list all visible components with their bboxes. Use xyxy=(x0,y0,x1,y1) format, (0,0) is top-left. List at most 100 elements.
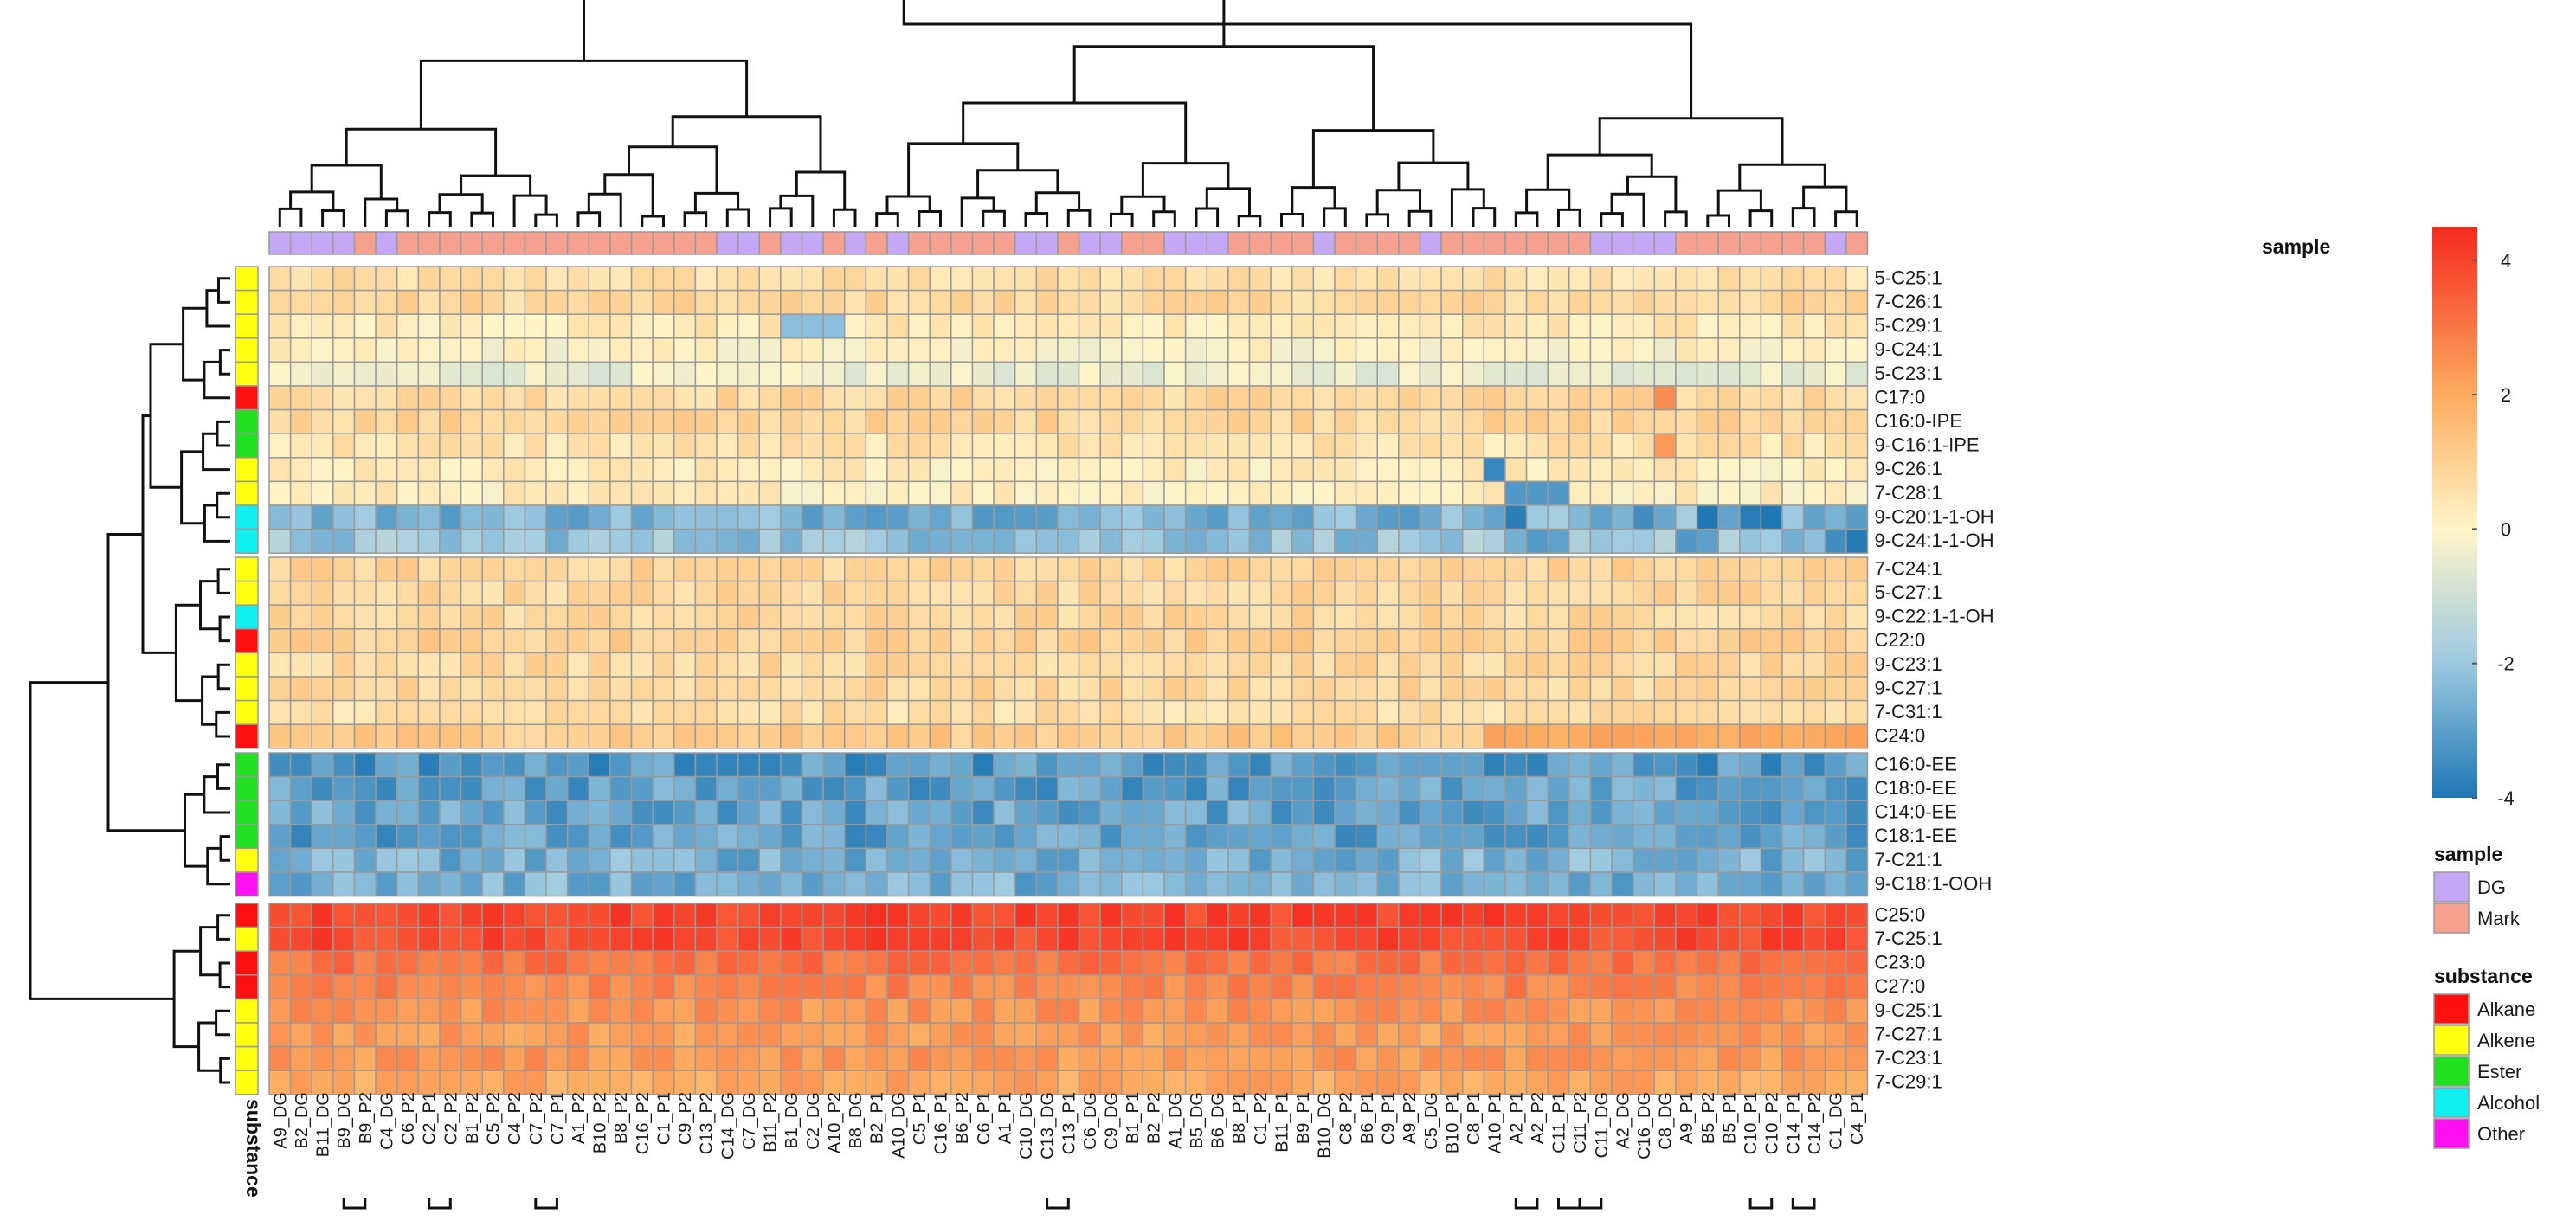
heatmap-cell xyxy=(1035,433,1059,459)
heatmap-cell xyxy=(396,337,420,363)
heatmap-cell xyxy=(417,950,441,976)
heatmap-cell xyxy=(1461,433,1485,459)
heatmap-cell xyxy=(353,676,377,702)
heatmap-cell xyxy=(1312,580,1336,606)
heatmap-cell xyxy=(758,950,782,976)
heatmap-cell xyxy=(1760,800,1783,825)
heatmap-cell xyxy=(1376,903,1400,928)
heatmap-cell xyxy=(332,950,356,976)
heatmap-cell xyxy=(1057,974,1080,1000)
heatmap-cell xyxy=(545,556,569,582)
heatmap-cell xyxy=(311,337,334,363)
heatmap-cell xyxy=(1504,289,1528,315)
heatmap-cell xyxy=(1376,313,1400,339)
row-label: 9-C26:1 xyxy=(1875,458,1942,479)
heatmap-cell xyxy=(609,775,633,801)
heatmap-cell xyxy=(1078,556,1101,582)
heatmap-cell xyxy=(886,800,910,825)
heatmap-cell xyxy=(481,824,505,850)
heatmap-cell xyxy=(1504,699,1528,725)
heatmap-cell xyxy=(1419,800,1442,825)
heatmap-cell xyxy=(1376,1070,1400,1095)
heatmap-cell xyxy=(1675,871,1698,897)
heatmap-cell xyxy=(1014,699,1038,725)
row-label: 7-C23:1 xyxy=(1875,1047,1942,1069)
heatmap-cell xyxy=(1547,480,1570,506)
heatmap-cell xyxy=(1184,433,1208,459)
heatmap-cell xyxy=(1035,652,1059,678)
column-label: B9_P2 xyxy=(357,1092,376,1144)
heatmap-cell xyxy=(332,871,356,897)
heatmap-cell xyxy=(1845,775,1869,801)
heatmap-cell xyxy=(375,824,398,850)
heatmap-cell xyxy=(971,950,995,976)
heatmap-cell xyxy=(1184,266,1208,292)
heatmap-cell xyxy=(801,824,824,850)
heatmap-cell xyxy=(1675,480,1698,506)
heatmap-cell xyxy=(1184,385,1208,411)
heatmap-cell xyxy=(993,723,1016,749)
dendrogram-branch xyxy=(106,533,185,832)
heatmap-cell xyxy=(588,652,611,678)
sample-annotation-cell xyxy=(758,231,782,255)
heatmap-cell xyxy=(630,752,654,778)
dendrogram-branch xyxy=(219,835,230,862)
heatmap-cell xyxy=(588,926,611,952)
column-label: B1_P2 xyxy=(463,1092,482,1144)
heatmap-cell xyxy=(1717,1045,1741,1071)
heatmap-cell xyxy=(609,337,633,363)
heatmap-cell xyxy=(311,628,334,654)
heatmap-cell xyxy=(1632,699,1656,725)
heatmap-cell xyxy=(907,457,931,483)
heatmap-cell xyxy=(1760,903,1783,928)
heatmap-cell xyxy=(1078,1022,1101,1048)
heatmap-cell xyxy=(1760,871,1783,897)
heatmap-cell xyxy=(332,433,356,459)
heatmap-cell xyxy=(630,998,654,1024)
heatmap-cell xyxy=(1312,926,1336,952)
dendrogram-branch xyxy=(1110,212,1134,227)
column-label: C4_P2 xyxy=(506,1092,525,1145)
heatmap-cell xyxy=(503,926,526,952)
heatmap-cell xyxy=(1142,313,1165,339)
heatmap-cell xyxy=(801,775,824,801)
heatmap-cell xyxy=(1312,337,1336,363)
heatmap-cell xyxy=(1824,528,1847,554)
heatmap-cell xyxy=(1632,433,1656,459)
heatmap-cell xyxy=(375,652,398,678)
heatmap-cell xyxy=(1653,1070,1677,1095)
heatmap-cell xyxy=(588,408,611,434)
heatmap-cell xyxy=(886,652,910,678)
heatmap-cell xyxy=(1355,580,1378,606)
heatmap-cell xyxy=(545,652,569,678)
heatmap-cell xyxy=(1440,1045,1464,1071)
column-label: C10_DG xyxy=(1017,1092,1036,1160)
heatmap-cell xyxy=(950,998,974,1024)
heatmap-cell xyxy=(1461,337,1485,363)
row-label: C17:0 xyxy=(1875,386,1926,408)
heatmap-cell xyxy=(1611,556,1634,582)
sample-annotation-cell xyxy=(353,231,377,255)
heatmap-cell xyxy=(524,480,547,506)
heatmap-cell xyxy=(1334,313,1357,339)
heatmap-cell xyxy=(1419,313,1442,339)
substance-annotation-cell xyxy=(235,950,259,976)
heatmap-cell xyxy=(1802,361,1826,387)
heatmap-cell xyxy=(1142,998,1165,1024)
heatmap-cell xyxy=(1355,699,1378,725)
heatmap-cell xyxy=(950,1045,974,1071)
heatmap-cell xyxy=(1078,361,1101,387)
heatmap-cell xyxy=(1398,337,1421,363)
sample-annotation-cell xyxy=(1163,231,1187,255)
label-bracket xyxy=(1578,1198,1603,1210)
heatmap-cell xyxy=(1675,457,1698,483)
heatmap-cell xyxy=(1802,504,1826,530)
heatmap-cell xyxy=(439,408,462,434)
substance-annotation-cell xyxy=(235,1045,259,1071)
heatmap-cell xyxy=(1845,580,1869,606)
heatmap-cell xyxy=(950,556,974,582)
heatmap-cell xyxy=(1589,433,1613,459)
heatmap-cell xyxy=(460,1045,483,1071)
heatmap-cell xyxy=(1163,628,1187,654)
heatmap-cell xyxy=(950,604,974,630)
